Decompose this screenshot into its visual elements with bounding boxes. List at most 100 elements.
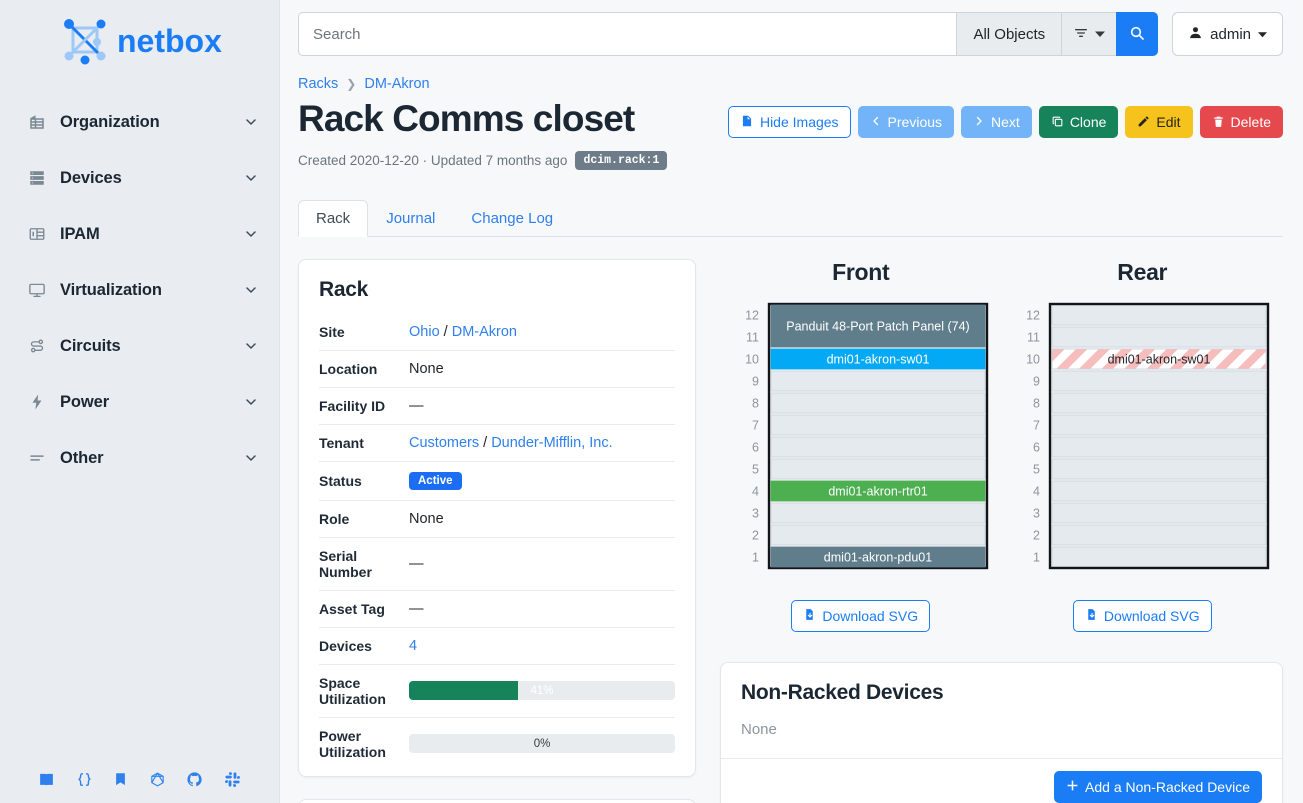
- rear-elevation-svg[interactable]: 12 11 10 9 8 7 6 5 4 3 2 1 dmi01-akron-sw01: [1012, 300, 1272, 574]
- user-menu-button[interactable]: admin: [1172, 12, 1283, 56]
- trash-icon: [1212, 115, 1225, 130]
- rack-unit-slot[interactable]: [1051, 502, 1267, 523]
- rack-device-body[interactable]: [770, 546, 986, 567]
- clone-button[interactable]: Clone: [1038, 106, 1119, 138]
- breadcrumb-item-racks[interactable]: Racks: [298, 76, 339, 92]
- sidebar-item-ipam[interactable]: IPAM: [0, 206, 279, 262]
- search-input[interactable]: [298, 12, 957, 56]
- tab-rack[interactable]: Rack: [298, 199, 369, 237]
- front-elevation-diagram[interactable]: 12 11 10 9 8 7 6 5 4 3 2 1 Panduit 48-Port Patch Pan…: [731, 300, 991, 574]
- rack-device-body[interactable]: [1051, 348, 1267, 369]
- tab-change-log[interactable]: Change Log: [471, 209, 554, 227]
- chevron-down-icon: [243, 226, 259, 242]
- rear-elevation-diagram[interactable]: 12 11 10 9 8 7 6 5 4 3 2 1 dmi01-akron-sw01: [1012, 300, 1272, 574]
- rack-unit-slot[interactable]: [1051, 458, 1267, 479]
- search-bar: All Objects: [298, 12, 1159, 56]
- search-submit-button[interactable]: [1116, 12, 1159, 56]
- plus-icon: [1066, 779, 1079, 794]
- rack-unit-number: 10: [745, 352, 759, 366]
- rack-device-body[interactable]: [770, 480, 986, 501]
- front-elevation-column: Front 12 11 10 9 8 7 6 5 4 3 2 1 Panduit 48-Port Pat…: [720, 259, 1002, 632]
- rack-attributes-table: Site Ohio / DM-Akron Location: [319, 314, 675, 770]
- rack-unit-slot[interactable]: [770, 392, 986, 413]
- rack-unit-number: 9: [1033, 374, 1040, 388]
- rack-device-body[interactable]: [770, 348, 986, 369]
- space-utilization-label: 41%: [530, 684, 554, 697]
- rack-card-title: Rack: [319, 277, 369, 301]
- rack-unit-slot[interactable]: [770, 524, 986, 545]
- api-braces-icon[interactable]: [76, 771, 93, 788]
- github-icon[interactable]: [186, 771, 203, 788]
- rack-unit-number: 2: [1033, 528, 1040, 542]
- rack-unit-slot[interactable]: [1051, 392, 1267, 413]
- add-non-racked-device-button[interactable]: Add a Non-Racked Device: [1054, 770, 1262, 803]
- rack-unit-slot[interactable]: [1051, 546, 1267, 567]
- rack-device[interactable]: Panduit 48-Port Patch Panel (74): [770, 304, 986, 347]
- devices-count-link[interactable]: 4: [409, 637, 418, 654]
- rack-unit-slot[interactable]: [770, 458, 986, 479]
- row-value-serial-number: —: [409, 536, 675, 591]
- edit-button[interactable]: Edit: [1125, 106, 1193, 138]
- rack-unit-slot[interactable]: [770, 436, 986, 457]
- rack-unit-slot[interactable]: [770, 370, 986, 391]
- tenant-group-link[interactable]: Customers: [409, 434, 480, 451]
- rack-unit-slot[interactable]: [1051, 326, 1267, 347]
- netbox-logo[interactable]: netbox: [0, 0, 279, 76]
- search-filter-button[interactable]: [1061, 12, 1117, 56]
- file-download-icon: [803, 608, 816, 623]
- rack-device[interactable]: dmi01-akron-sw01: [1051, 348, 1267, 369]
- rack-unit-slot[interactable]: [770, 502, 986, 523]
- chevron-left-icon: [870, 115, 882, 129]
- rack-unit-slot[interactable]: [1051, 436, 1267, 457]
- tab-journal[interactable]: Journal: [386, 209, 436, 227]
- rack-unit-slot[interactable]: [1051, 524, 1267, 545]
- download-svg-front-button[interactable]: Download SVG: [791, 599, 931, 632]
- rack-unit-slot[interactable]: [1051, 304, 1267, 325]
- rack-unit-number: 8: [752, 396, 759, 410]
- previous-button[interactable]: Previous: [857, 106, 955, 138]
- sidebar-item-organization[interactable]: Organization: [0, 94, 279, 150]
- row-value-site: Ohio / DM-Akron: [409, 314, 675, 351]
- site-region-link[interactable]: Ohio: [409, 323, 440, 340]
- rack-unit-slot[interactable]: [1051, 414, 1267, 435]
- sidebar-item-other[interactable]: Other: [0, 430, 279, 486]
- tenant-link[interactable]: Dunder-Mifflin, Inc.: [491, 434, 613, 451]
- search-scope-dropdown[interactable]: All Objects: [956, 12, 1062, 56]
- row-label-site: Site: [319, 323, 345, 340]
- sidebar-item-label: Organization: [60, 112, 160, 131]
- rack-unit-number: 4: [1033, 484, 1040, 498]
- row-value-status: Active: [409, 460, 675, 501]
- table-row: Facility ID —: [319, 386, 675, 425]
- sidebar-item-circuits[interactable]: Circuits: [0, 318, 279, 374]
- rack-unit-slot[interactable]: [770, 414, 986, 435]
- add-non-racked-device-label: Add a Non-Racked Device: [1085, 778, 1250, 795]
- sidebar-item-power[interactable]: Power: [0, 374, 279, 430]
- graphql-icon[interactable]: [149, 771, 166, 788]
- rack-unit-number: 3: [1033, 506, 1040, 520]
- main-area: All Objects: [280, 0, 1303, 803]
- row-value-devices: 4: [409, 626, 675, 665]
- rack-device[interactable]: dmi01-akron-pdu01: [770, 546, 986, 567]
- hide-images-button[interactable]: Hide Images: [727, 106, 851, 138]
- rack-unit-slot[interactable]: [1051, 480, 1267, 501]
- download-svg-rear-button[interactable]: Download SVG: [1072, 599, 1212, 632]
- next-button[interactable]: Next: [961, 106, 1032, 138]
- rack-device[interactable]: dmi01-akron-sw01: [770, 348, 986, 369]
- sidebar-item-devices[interactable]: Devices: [0, 150, 279, 206]
- docs-book-icon[interactable]: [38, 771, 55, 788]
- rack-unit-number: 9: [752, 374, 759, 388]
- row-label-serial-number: Serial Number: [319, 536, 409, 591]
- delete-button[interactable]: Delete: [1199, 106, 1283, 138]
- sidebar-item-virtualization[interactable]: Virtualization: [0, 262, 279, 318]
- bookmark-icon[interactable]: [113, 771, 128, 788]
- front-elevation-svg[interactable]: 12 11 10 9 8 7 6 5 4 3 2 1 Panduit 48-Port Patch Pan…: [731, 300, 991, 574]
- rack-device[interactable]: dmi01-akron-rtr01: [770, 480, 986, 501]
- sidebar-footer-links: [0, 755, 279, 803]
- rack-unit-slot[interactable]: [1051, 370, 1267, 391]
- breadcrumb-item-site[interactable]: DM-Akron: [364, 76, 430, 92]
- site-link[interactable]: DM-Akron: [451, 323, 517, 340]
- slack-icon[interactable]: [224, 771, 241, 788]
- rack-device-body[interactable]: [770, 304, 986, 347]
- copy-icon: [1051, 115, 1064, 130]
- sidebar-nav: Organization Devices: [0, 94, 279, 486]
